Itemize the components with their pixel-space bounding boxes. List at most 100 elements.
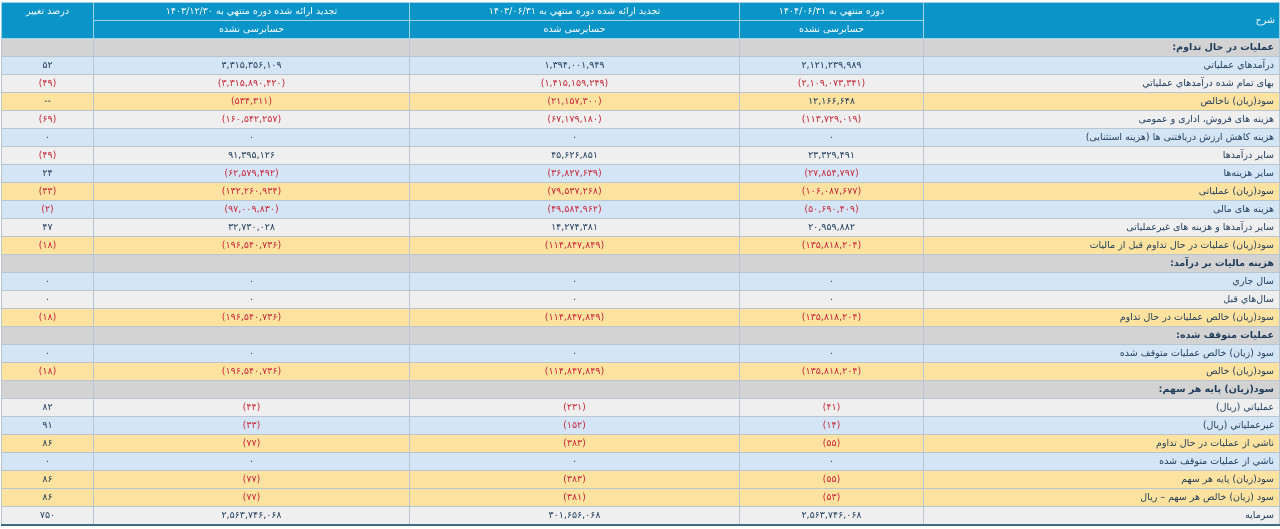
value-col1: ۰ [739,128,924,147]
row-label: هزينه هاى مالى [923,200,1280,219]
value-col3: (۷۷) [93,470,410,489]
value-col1 [739,254,924,273]
value-col3: (۹۷,۰۰۹,۸۳۰) [93,200,410,219]
row-label: هزينه هاى فروش، ادارى و عمومى [923,110,1280,129]
row-label: سود (زيان) خالص عمليات متوقف شده [923,344,1280,363]
pct-change: ۸۶ [1,434,94,453]
value-col3: ۹۱,۳۹۵,۱۲۶ [93,146,410,165]
table-row: سرمايه ۲,۵۶۳,۷۴۶,۰۶۸ ۳۰۱,۶۵۶,۰۶۸ ۲,۵۶۳,۷۴۶,… [1,506,1280,526]
table-row: سود(زيان) خالص (۱۳۵,۸۱۸,۲۰۴) (۱۱۴,۸۴۷,۸۴۹)… [1,362,1280,381]
value-col3: (۵۳۴,۳۱۱) [93,92,410,111]
value-col3: ۲,۵۶۳,۷۴۶,۰۶۸ [93,506,410,526]
value-col3 [93,38,410,57]
row-label: بهاى تمام شده درآمدهاي عملياتي [923,74,1280,93]
pct-change: (۱۸) [1,362,94,381]
row-label: سود(زيان) خالص [923,362,1280,381]
value-col3: ۳۲,۷۳۰,۰۲۸ [93,218,410,237]
value-col2: (۳۸۳) [409,434,740,453]
audit-status-col1: حسابرسی نشده [739,20,924,39]
value-col1: (۴۱) [739,398,924,417]
table-row: هزينه هاى فروش، ادارى و عمومى (۱۱۳,۷۲۹,۰۱… [1,110,1280,129]
pct-change: ۸۶ [1,470,94,489]
table-row: سود(زيان) ناخالص ۱۲,۱۶۶,۶۴۸ (۲۱,۱۵۷,۳۰۰) (۵… [1,92,1280,111]
value-col3: (۷۷) [93,488,410,507]
value-col3: ۰ [93,128,410,147]
value-col2 [409,38,740,57]
value-col3: (۳۳) [93,416,410,435]
row-label: درآمدهاي عملياتي [923,56,1280,75]
row-label: ساير درآمدها [923,146,1280,165]
value-col2: (۲۱,۱۵۷,۳۰۰) [409,92,740,111]
value-col1: (۲,۱۰۹,۰۷۳,۳۴۱) [739,74,924,93]
pct-change [1,380,94,399]
table-row: سود(زيان) خالص عمليات در حال تداوم (۱۳۵,۸… [1,308,1280,327]
pct-change: ۴۷ [1,218,94,237]
pct-change: (۶۹) [1,110,94,129]
table-row: هزینه کاهش ارزش دریافتنی ها (هزینه استثن… [1,128,1280,147]
pct-change: -- [1,92,94,111]
header-row: شرح دوره منتهي به ۱۴۰۴/۰۶/۳۱ تجدید ارائه… [1,2,1280,39]
pct-change: (۳۳) [1,182,94,201]
pct-change: (۱۸) [1,236,94,255]
value-col3: (۷۷) [93,434,410,453]
pct-change [1,326,94,345]
row-label: ساير درآمدها و هزينه هاى غيرعملياتى [923,218,1280,237]
value-col1: ۰ [739,290,924,309]
value-col3: ۰ [93,344,410,363]
value-col3: (۱۹۶,۵۴۰,۷۳۶) [93,236,410,255]
section-row: هزينه ماليات بر درآمد: [1,254,1280,273]
audit-status-col2: حسابرسی شده [409,20,740,39]
row-label: ناشي از عمليات متوقف شده [923,452,1280,471]
value-col2: ۰ [409,344,740,363]
row-label: سود(زيان) عملياتى [923,182,1280,201]
value-col1 [739,380,924,399]
value-col3: ۰ [93,290,410,309]
table-row: عملياتي (ريال) (۴۱) (۲۳۱) (۴۴) ۸۲ [1,398,1280,417]
value-col1: ۰ [739,272,924,291]
pct-change: (۴۹) [1,146,94,165]
row-label: سال‌هاي قبل [923,290,1280,309]
value-col3: (۴۴) [93,398,410,417]
value-col1: ۰ [739,344,924,363]
row-label: عمليات متوقف شده: [923,326,1280,345]
value-col1: (۱۳۵,۸۱۸,۲۰۴) [739,362,924,381]
pct-change: (۴۹) [1,74,94,93]
table-row: ناشي از عمليات متوقف شده ۰ ۰ ۰ ۰ [1,452,1280,471]
value-col2 [409,380,740,399]
row-label: عملیات در حال تداوم: [923,38,1280,57]
row-label: سود(زيان) خالص عمليات در حال تداوم [923,308,1280,327]
value-col3: ۰ [93,452,410,471]
row-label: غيرعملياتي (ريال) [923,416,1280,435]
row-label: عملياتي (ريال) [923,398,1280,417]
pct-change: ۰ [1,128,94,147]
table-row: هزينه هاى مالى (۵۰,۶۹۰,۴۰۹) (۴۹,۵۸۴,۹۶۲) (۹… [1,200,1280,219]
value-col3: (۱۳۲,۲۶۰,۹۳۴) [93,182,410,201]
value-col1 [739,326,924,345]
pct-change: ۰ [1,290,94,309]
value-col2: (۱۵۲) [409,416,740,435]
pct-change: ۰ [1,272,94,291]
value-col1: (۱۳۵,۸۱۸,۲۰۴) [739,308,924,327]
value-col2: ۱۴,۲۷۴,۳۸۱ [409,218,740,237]
table-row: ساير درآمدها و هزينه هاى غيرعملياتى ۲۰,۹۵… [1,218,1280,237]
value-col2: ۰ [409,128,740,147]
header-description: شرح [923,2,1280,39]
section-row: عمليات متوقف شده: [1,326,1280,345]
row-label: ناشي از عمليات در حال تداوم [923,434,1280,453]
value-col3: (۶۲,۵۷۹,۴۹۲) [93,164,410,183]
pct-change: ۵۲ [1,56,94,75]
value-col1: (۵۵) [739,470,924,489]
row-label: سود(زيان) پايه هر سهم [923,470,1280,489]
value-col2: ۰ [409,272,740,291]
pct-change: ۸۶ [1,488,94,507]
value-col1: (۱۰۶,۰۸۷,۶۷۷) [739,182,924,201]
value-col2: ۰ [409,452,740,471]
value-col3: (۱۹۶,۵۴۰,۷۳۶) [93,362,410,381]
value-col2 [409,326,740,345]
header-col2: تجدید ارائه شده دوره منتهي به ۱۴۰۳/۰۶/۳۱ [409,2,740,21]
table-row: سال‌هاي قبل ۰ ۰ ۰ ۰ [1,290,1280,309]
value-col1 [739,38,924,57]
table-row: ناشي از عمليات در حال تداوم (۵۵) (۳۸۳) (۷۷)… [1,434,1280,453]
value-col2: (۳۶,۸۲۷,۶۳۹) [409,164,740,183]
